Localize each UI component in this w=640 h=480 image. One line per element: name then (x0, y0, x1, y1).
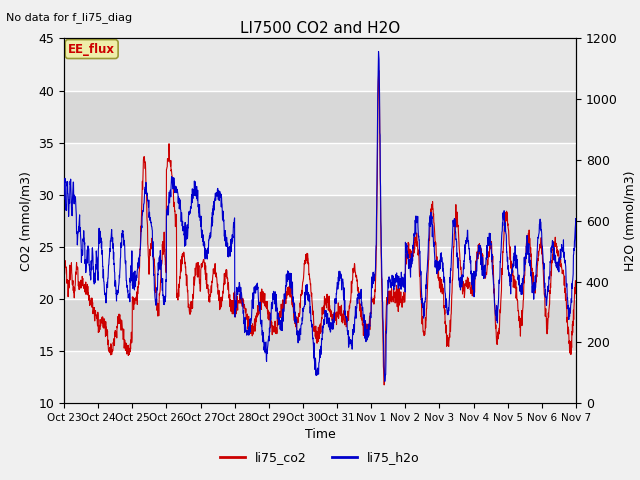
Bar (64, 143, 576, 195)
X-axis label: Time: Time (305, 429, 335, 442)
Legend: li75_co2, li75_h2o: li75_co2, li75_h2o (215, 446, 425, 469)
Bar (64, 351, 576, 403)
Text: EE_flux: EE_flux (68, 43, 115, 56)
Bar (64, 38, 576, 91)
Text: No data for f_li75_diag: No data for f_li75_diag (6, 12, 132, 23)
Bar (64, 195, 576, 247)
Title: LI7500 CO2 and H2O: LI7500 CO2 and H2O (240, 21, 400, 36)
Bar (64, 247, 576, 299)
Bar (64, 91, 576, 143)
Y-axis label: CO2 (mmol/m3): CO2 (mmol/m3) (20, 171, 33, 271)
Y-axis label: H2O (mmol/m3): H2O (mmol/m3) (623, 170, 636, 271)
Bar (64, 299, 576, 351)
